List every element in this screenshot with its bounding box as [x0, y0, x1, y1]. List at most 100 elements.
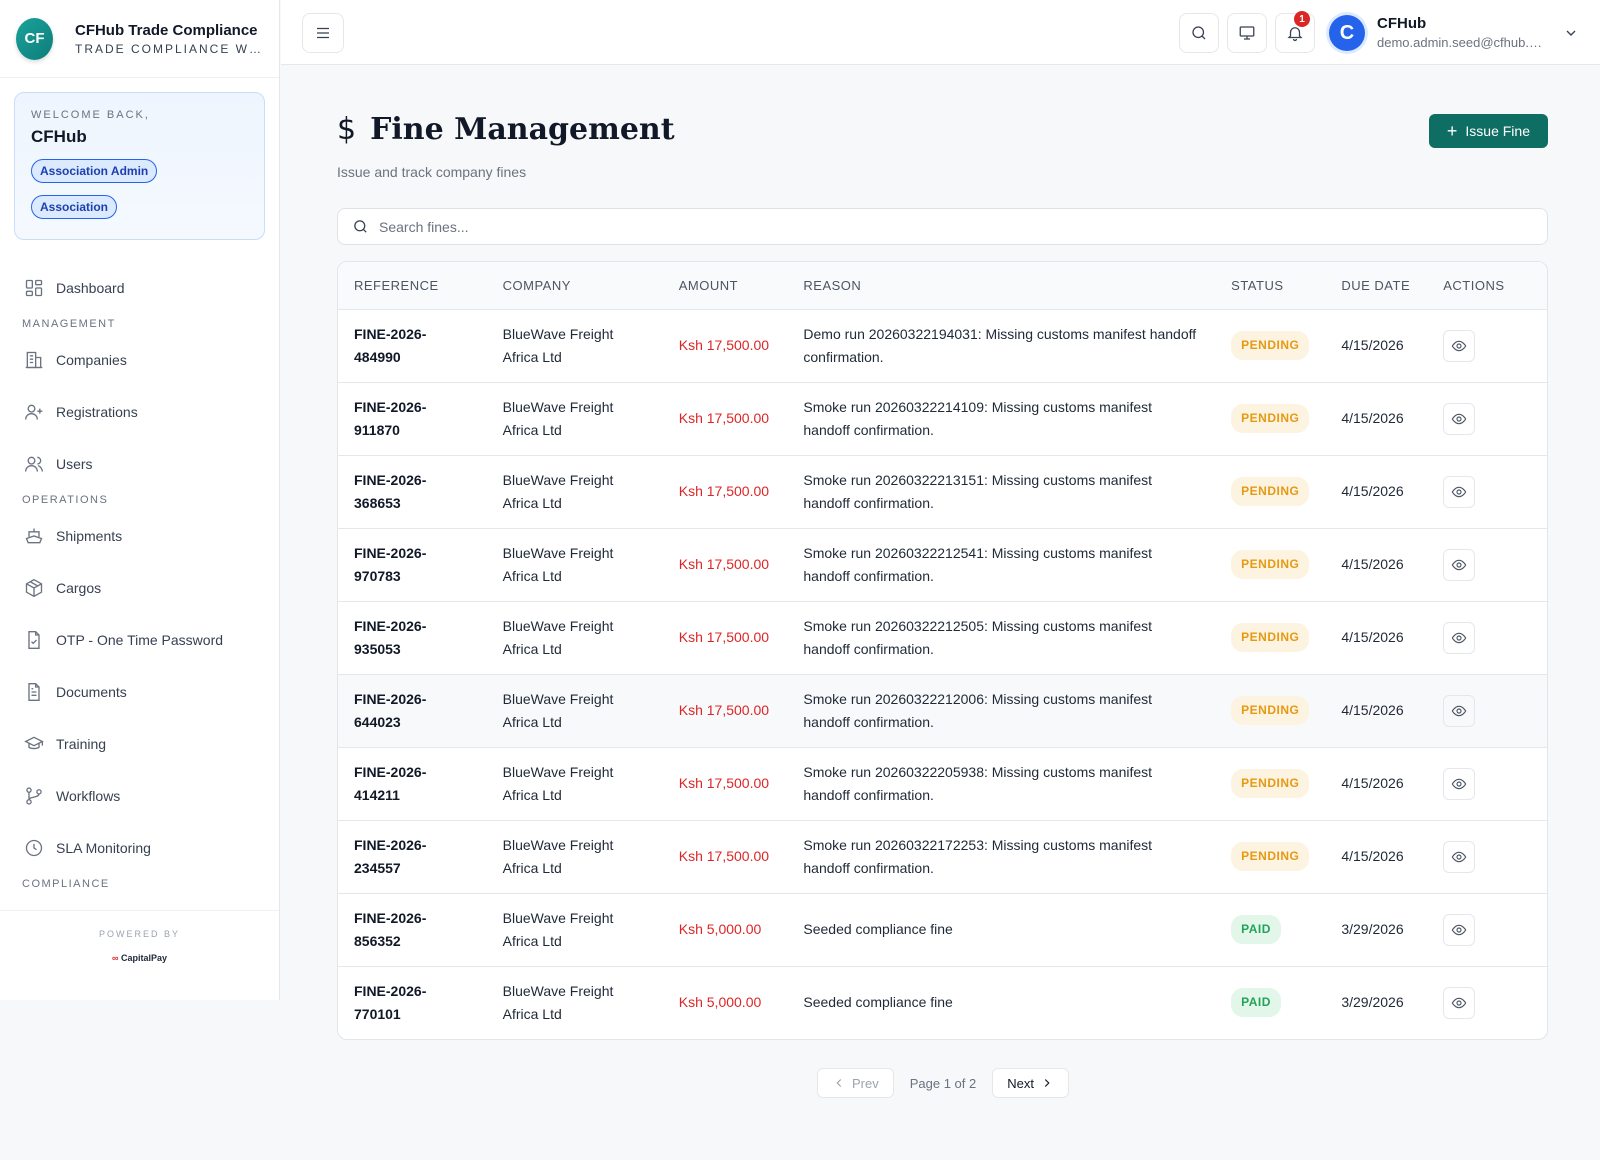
table-row[interactable]: FINE-2026- 770101 BlueWave Freight Africa L… — [338, 966, 1547, 1039]
company-name-line1: BlueWave Freight — [502, 398, 614, 415]
notifications-button[interactable]: 1 — [1275, 11, 1315, 53]
table-row[interactable]: FINE-2026- 970783 BlueWave Freight Africa L… — [338, 528, 1547, 602]
column-header-due-date[interactable]: DUE DATE — [1325, 262, 1428, 310]
git-branch-icon — [26, 787, 42, 805]
sidebar-item-dashboard[interactable]: Dashboard — [0, 262, 279, 314]
fine-reason: Seeded compliance fine — [803, 994, 953, 1011]
display-button[interactable] — [1227, 13, 1267, 53]
document-icon — [28, 683, 40, 701]
fine-amount: Ksh 17,500.00 — [662, 455, 788, 529]
view-fine-button[interactable] — [1443, 986, 1476, 1019]
clock-icon — [25, 839, 43, 857]
sidebar-item-label: Users — [56, 456, 93, 472]
eye-icon — [1451, 851, 1467, 862]
fine-reference-number: 484990 — [354, 348, 401, 365]
sidebar-item-registrations[interactable]: Registrations — [0, 386, 279, 438]
fine-reference-prefix: FINE-2026- — [354, 982, 427, 999]
sidebar-item-label: Shipments — [56, 528, 123, 544]
sidebar-item-cargos[interactable]: Cargos — [0, 562, 279, 614]
fines-table: REFERENCE COMPANY AMOUNT REASON STATUS D… — [337, 261, 1548, 1040]
sidebar-item-label: OTP - One Time Password — [56, 632, 224, 648]
view-fine-button[interactable] — [1443, 767, 1476, 800]
fine-reference: FINE-2026- 644023 — [338, 674, 487, 748]
topbar: 1 C CFHub demo.admin.seed@cfhub.co.ke — [281, 0, 1600, 65]
column-header-amount[interactable]: AMOUNT — [662, 262, 788, 310]
view-fine-button[interactable] — [1443, 329, 1476, 362]
user-email: demo.admin.seed@cfhub.co.ke — [1377, 35, 1547, 50]
menu-toggle-button[interactable] — [302, 13, 344, 53]
next-page-button[interactable]: Next — [992, 1068, 1069, 1098]
sidebar-item-sla-monitoring[interactable]: SLA Monitoring — [0, 822, 279, 874]
fine-reference-prefix: FINE-2026- — [354, 836, 427, 853]
capitalpay-logo-text: CapitalPay — [120, 953, 167, 963]
table-row[interactable]: FINE-2026- 644023 BlueWave Freight Africa L… — [338, 674, 1547, 748]
company-name-line1: BlueWave Freight — [502, 544, 614, 561]
table-row[interactable]: FINE-2026- 911870 BlueWave Freight Africa L… — [338, 382, 1547, 456]
table-row[interactable]: FINE-2026- 368653 BlueWave Freight Africa L… — [338, 455, 1547, 529]
user-menu[interactable]: CFHub demo.admin.seed@cfhub.co.ke — [1377, 15, 1547, 50]
fine-due-date: 3/29/2026 — [1325, 893, 1428, 967]
sidebar-item-workflows[interactable]: Workflows — [0, 770, 279, 822]
company-name-line2: Africa Ltd — [502, 932, 562, 949]
table-row[interactable]: FINE-2026- 856352 BlueWave Freight Africa L… — [338, 893, 1547, 967]
welcome-name: CFHub — [31, 127, 87, 146]
avatar[interactable]: C — [1329, 15, 1365, 51]
bell-icon — [1287, 27, 1303, 42]
sidebar-item-otp[interactable]: OTP - One Time Password — [0, 614, 279, 666]
fine-due-date: 3/29/2026 — [1341, 994, 1404, 1011]
column-header-reference[interactable]: REFERENCE — [338, 262, 487, 310]
view-fine-button[interactable] — [1443, 913, 1476, 946]
fine-reference-prefix: FINE-2026- — [354, 544, 427, 561]
table-row[interactable]: FINE-2026- 935053 BlueWave Freight Africa L… — [338, 601, 1547, 675]
fine-reference-number: 856352 — [354, 932, 401, 949]
fine-status-cell: PENDING — [1215, 309, 1326, 383]
fine-reference: FINE-2026- 970783 — [338, 528, 487, 602]
chevron-down-icon[interactable] — [1563, 25, 1579, 41]
table-row[interactable]: FINE-2026- 414211 BlueWave Freight Africa L… — [338, 747, 1547, 821]
sidebar-item-label: Workflows — [56, 788, 121, 804]
fine-company: BlueWave Freight Africa Ltd — [486, 674, 663, 748]
search-input[interactable] — [379, 218, 1533, 235]
fine-company: BlueWave Freight Africa Ltd — [486, 820, 663, 894]
status-badge: PENDING — [1231, 696, 1310, 725]
view-fine-button[interactable] — [1443, 840, 1476, 873]
issue-fine-button[interactable]: + Issue Fine — [1428, 114, 1548, 148]
fine-company: BlueWave Freight Africa Ltd — [486, 382, 663, 456]
fine-reference: FINE-2026- 856352 — [338, 893, 487, 967]
view-fine-button[interactable] — [1443, 694, 1476, 727]
search-button[interactable] — [1179, 13, 1219, 53]
sidebar-item-companies[interactable]: Companies — [0, 334, 279, 386]
type-badge: Association — [31, 195, 118, 219]
sidebar-item-training[interactable]: Training — [0, 718, 279, 770]
fine-reference-prefix: FINE-2026- — [354, 763, 427, 780]
sidebar-item-users[interactable]: Users — [0, 438, 279, 490]
fine-reference-number: 644023 — [354, 713, 401, 730]
sidebar-item-shipments[interactable]: Shipments — [0, 510, 279, 562]
fine-actions — [1427, 455, 1547, 529]
view-fine-button[interactable] — [1443, 621, 1476, 654]
eye-icon — [1451, 997, 1467, 1008]
fine-reason: Smoke run 20260322212006: Missing custom… — [787, 674, 1216, 748]
table-row[interactable]: FINE-2026- 484990 BlueWave Freight Africa L… — [338, 309, 1547, 383]
column-header-status[interactable]: STATUS — [1215, 262, 1326, 310]
view-fine-button[interactable] — [1443, 402, 1476, 435]
sidebar-item-documents[interactable]: Documents — [0, 666, 279, 718]
fine-due-date: 4/15/2026 — [1325, 455, 1428, 529]
column-header-company[interactable]: COMPANY — [486, 262, 663, 310]
view-fine-button[interactable] — [1443, 475, 1476, 508]
view-fine-button[interactable] — [1443, 548, 1476, 581]
prev-page-button[interactable]: Prev — [817, 1068, 894, 1098]
graduation-cap-icon — [24, 736, 44, 750]
fine-reference-number: 970783 — [354, 567, 401, 584]
fine-company: BlueWave Freight Africa Ltd — [486, 309, 663, 383]
status-badge: PENDING — [1231, 769, 1310, 798]
column-header-reason[interactable]: REASON — [787, 262, 1216, 310]
user-name: CFHub — [1377, 15, 1427, 32]
chevron-right-icon — [1044, 1079, 1050, 1087]
fine-reference-number: 368653 — [354, 494, 401, 511]
building-icon — [25, 351, 43, 369]
fine-reason: Demo run 20260322194031: Missing customs… — [787, 309, 1216, 383]
table-row[interactable]: FINE-2026- 234557 BlueWave Freight Africa L… — [338, 820, 1547, 894]
status-badge: PENDING — [1231, 550, 1310, 579]
brand[interactable]: CF CFHub Trade Compliance TRADE COMPLIAN… — [0, 0, 279, 78]
